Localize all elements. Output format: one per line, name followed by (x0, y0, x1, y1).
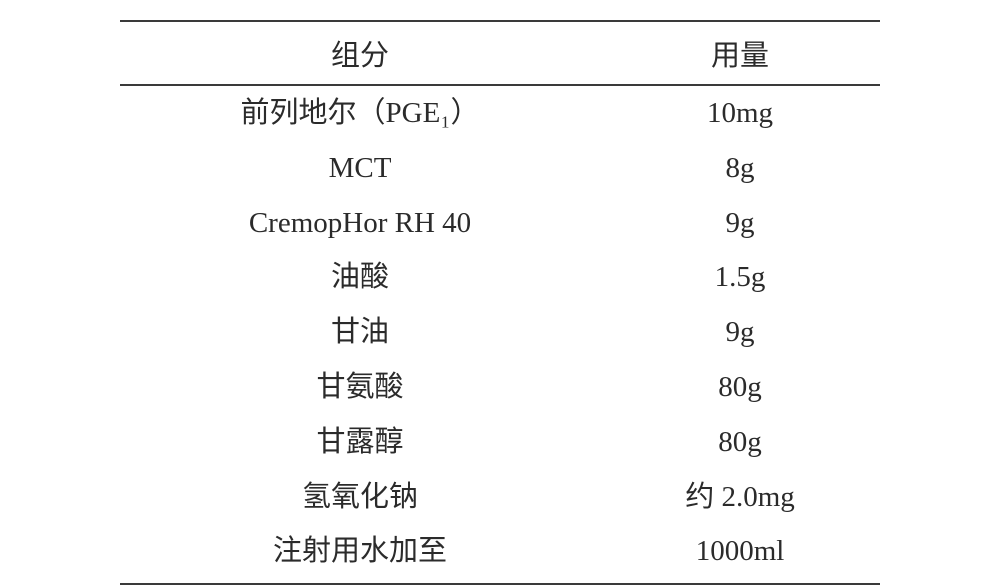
cell-amount: 9g (600, 305, 880, 360)
cell-component: MCT (120, 141, 600, 196)
table-row: 甘露醇 80g (120, 415, 880, 470)
table-row: 甘油 9g (120, 305, 880, 360)
table-row: 氢氧化钠 约 2.0mg (120, 470, 880, 525)
cell-component: 甘氨酸 (120, 360, 600, 415)
formulation-table: 组分 用量 前列地尔（PGE₁） 10mg MCT 8g CremopHor R… (120, 20, 880, 585)
column-header-component: 组分 (120, 21, 600, 85)
cell-amount: 1.5g (600, 250, 880, 305)
cell-component: 氢氧化钠 (120, 470, 600, 525)
table-row: 油酸 1.5g (120, 250, 880, 305)
cell-component: 甘露醇 (120, 415, 600, 470)
table-header: 组分 用量 (120, 21, 880, 85)
table-row: 注射用水加至 1000ml (120, 524, 880, 584)
table-row: CremopHor RH 40 9g (120, 196, 880, 251)
cell-component: 注射用水加至 (120, 524, 600, 584)
page: 组分 用量 前列地尔（PGE₁） 10mg MCT 8g CremopHor R… (0, 0, 1000, 584)
cell-amount: 8g (600, 141, 880, 196)
cell-amount: 9g (600, 196, 880, 251)
table-row: 甘氨酸 80g (120, 360, 880, 415)
cell-component: 前列地尔（PGE₁） (120, 85, 600, 141)
cell-amount: 80g (600, 360, 880, 415)
cell-component: CremopHor RH 40 (120, 196, 600, 251)
table-row: MCT 8g (120, 141, 880, 196)
cell-amount: 80g (600, 415, 880, 470)
table-row: 前列地尔（PGE₁） 10mg (120, 85, 880, 141)
cell-amount: 10mg (600, 85, 880, 141)
cell-component: 油酸 (120, 250, 600, 305)
table-body: 前列地尔（PGE₁） 10mg MCT 8g CremopHor RH 40 9… (120, 85, 880, 584)
cell-amount: 约 2.0mg (600, 470, 880, 525)
cell-amount: 1000ml (600, 524, 880, 584)
cell-component: 甘油 (120, 305, 600, 360)
column-header-amount: 用量 (600, 21, 880, 85)
